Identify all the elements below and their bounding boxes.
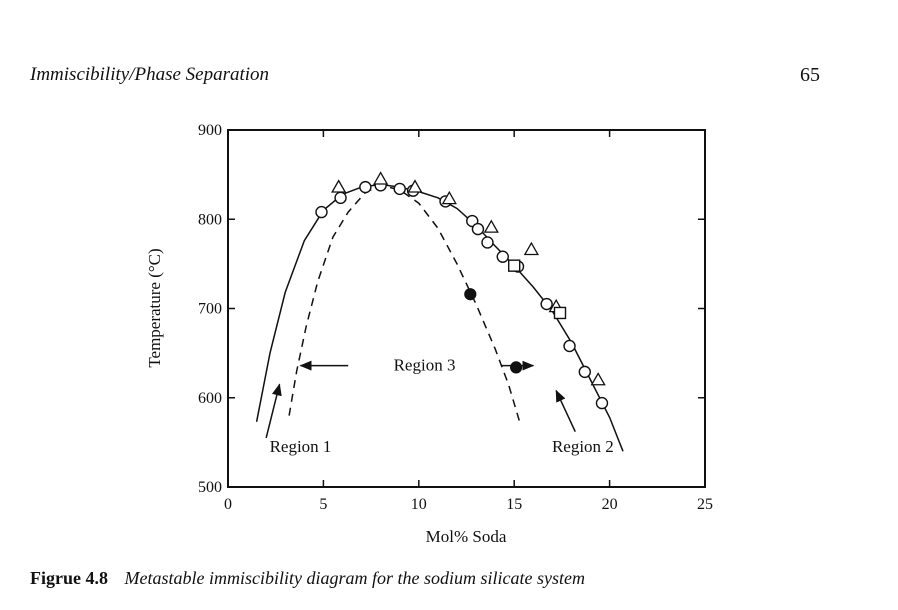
open-circle-point bbox=[540, 297, 553, 311]
open-triangle-point bbox=[373, 171, 389, 185]
open-circle-point bbox=[334, 191, 347, 205]
region-2-label: Region 2 bbox=[552, 437, 614, 456]
region-3-label: Region 3 bbox=[394, 356, 456, 375]
y-tick-label: 500 bbox=[198, 479, 222, 496]
open-square-point bbox=[508, 259, 521, 272]
metastable-dashed-curve bbox=[288, 184, 521, 423]
open-circle-point bbox=[578, 365, 591, 379]
caption-label: Figrue 4.8 bbox=[30, 568, 108, 588]
plot-frame bbox=[227, 129, 706, 488]
immiscibility-chart: 0 5 10 15 20 25 500 600 700 800 900 Mol% Soda Temp… bbox=[145, 122, 713, 546]
annotations: Region 1 Region 2 Region 3 bbox=[265, 356, 614, 456]
y-tick-label: 800 bbox=[198, 211, 222, 228]
immiscibility-solid-curve bbox=[255, 183, 624, 452]
axes: 0 5 10 15 20 25 500 600 700 800 900 bbox=[198, 122, 713, 513]
y-tick-label: 900 bbox=[198, 122, 222, 139]
x-tick-label: 20 bbox=[602, 496, 618, 513]
running-head: Immiscibility/Phase Separation bbox=[30, 64, 270, 85]
open-square-point bbox=[553, 306, 567, 320]
x-tick-label: 25 bbox=[697, 496, 713, 513]
open-triangle-point bbox=[441, 190, 457, 205]
open-triangle-point bbox=[523, 241, 539, 256]
figure-caption: Figrue 4.8 Metastable immiscibility diag… bbox=[30, 568, 585, 589]
open-circle-point bbox=[393, 182, 406, 196]
page-number: 65 bbox=[800, 64, 820, 86]
open-triangle-point bbox=[331, 179, 347, 193]
filled-circle-point bbox=[464, 288, 477, 301]
y-tick-label: 600 bbox=[198, 390, 222, 407]
open-triangle-point bbox=[483, 219, 499, 233]
open-circle-point bbox=[595, 396, 609, 410]
y-axis-label: Temperature (°C) bbox=[145, 248, 164, 367]
caption-text: Metastable immiscibility diagram for the… bbox=[124, 568, 585, 588]
filled-circle-point bbox=[510, 361, 523, 374]
region-1-arrow bbox=[265, 383, 282, 439]
region-1-label: Region 1 bbox=[270, 437, 332, 456]
x-tick-label: 10 bbox=[411, 496, 427, 513]
open-circle-point bbox=[315, 205, 328, 219]
region-2-arrow bbox=[555, 389, 576, 432]
y-tick-label: 700 bbox=[198, 301, 222, 318]
open-circle-point bbox=[481, 236, 494, 249]
open-triangle-point bbox=[590, 372, 606, 386]
x-tick-label: 5 bbox=[319, 496, 327, 513]
open-circle-point bbox=[563, 339, 576, 353]
open-circle-point bbox=[496, 250, 509, 263]
open-circle-point bbox=[359, 180, 372, 194]
open-triangle-point bbox=[407, 179, 423, 193]
x-tick-label: 15 bbox=[506, 496, 522, 513]
x-axis-label: Mol% Soda bbox=[426, 527, 507, 546]
plot-area bbox=[255, 171, 624, 452]
open-circle-point bbox=[471, 222, 485, 236]
x-tick-label: 0 bbox=[224, 496, 232, 513]
